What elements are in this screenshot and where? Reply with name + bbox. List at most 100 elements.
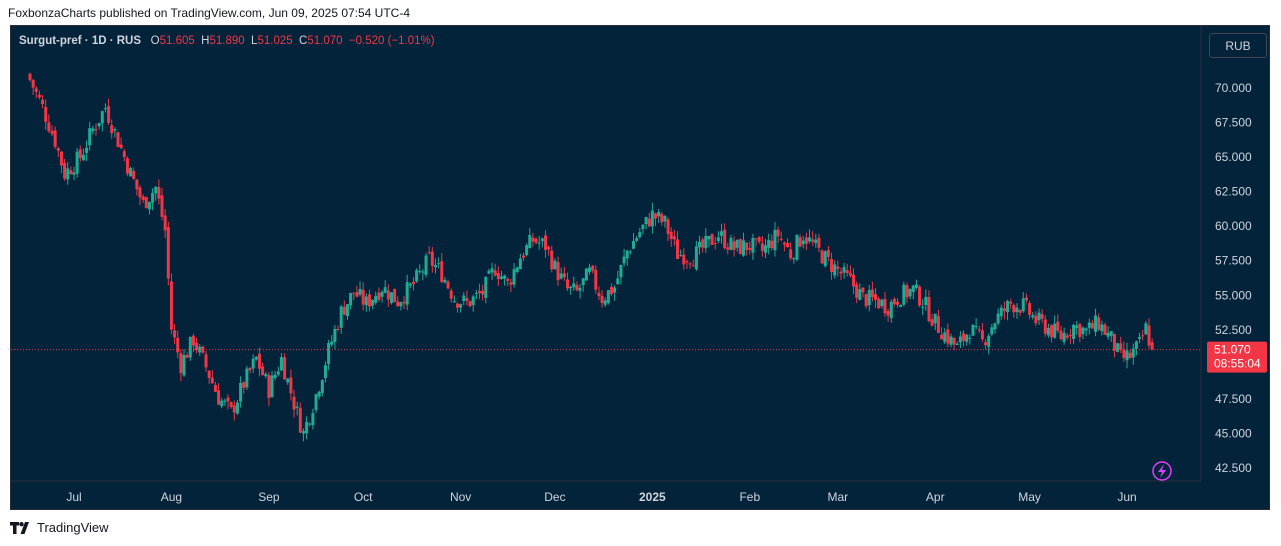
candle-body xyxy=(1012,304,1016,313)
candle-body xyxy=(710,234,714,245)
candle-body xyxy=(317,391,321,397)
candle-body xyxy=(955,343,959,345)
candle-body xyxy=(1141,335,1145,337)
candle-body xyxy=(641,224,645,230)
candle-body xyxy=(1131,348,1135,358)
price-chart[interactable]: 70.000 67.500 65.000 62.500 60.000 57.500 55.0… xyxy=(11,26,1270,510)
candle-body xyxy=(682,254,686,265)
candle-body xyxy=(1087,322,1091,328)
y-tick-label: 45.000 xyxy=(1215,426,1252,440)
candle-body xyxy=(339,306,343,328)
candle-body xyxy=(1037,312,1041,321)
candle-body xyxy=(808,237,812,242)
candle-body xyxy=(330,341,334,345)
candle-body xyxy=(654,213,658,219)
candle-body xyxy=(110,125,114,134)
candle-body xyxy=(748,247,752,250)
high-label: H xyxy=(201,35,210,47)
candle-body xyxy=(606,290,610,303)
candle-body xyxy=(1065,335,1069,338)
candle-body xyxy=(679,255,683,257)
candle-body xyxy=(1128,352,1132,359)
candle-body xyxy=(100,111,104,124)
candle-body xyxy=(764,245,768,253)
candle-body xyxy=(251,358,255,369)
candle-body xyxy=(355,292,359,297)
candle-body xyxy=(452,301,456,303)
candle-body xyxy=(1147,325,1151,346)
candle-body xyxy=(883,298,887,314)
candle-body xyxy=(496,273,500,280)
candle-body xyxy=(349,292,353,306)
candle-body xyxy=(754,238,758,240)
candle-body xyxy=(1112,334,1116,351)
candle-body xyxy=(195,342,199,351)
candle-body xyxy=(286,378,290,383)
candle-body xyxy=(760,243,764,251)
candle-body xyxy=(694,246,698,270)
candle-body xyxy=(600,295,604,304)
candle-body xyxy=(559,273,563,279)
candle-body xyxy=(779,238,783,240)
close-label: C xyxy=(299,35,308,47)
candle-body xyxy=(229,402,233,407)
x-tick-label: Apr xyxy=(926,490,945,504)
candle-body xyxy=(603,300,607,305)
candle-body xyxy=(999,307,1003,317)
currency-button[interactable]: RUB xyxy=(1209,33,1267,58)
candle-body xyxy=(66,168,70,180)
y-tick-label: 62.500 xyxy=(1215,185,1252,199)
candle-body xyxy=(886,311,890,316)
x-tick-label: Sep xyxy=(258,490,280,504)
candle-body xyxy=(408,283,412,286)
candle-body xyxy=(462,295,466,301)
footer-brand[interactable]: TradingView xyxy=(10,520,109,535)
x-tick-label: Nov xyxy=(450,490,471,504)
candle-body xyxy=(267,375,271,398)
candle-body xyxy=(742,240,746,256)
candle-body xyxy=(889,301,893,319)
candle-body xyxy=(842,266,846,273)
candle-body xyxy=(958,336,962,343)
candle-body xyxy=(53,130,57,147)
candle-body xyxy=(283,357,287,380)
open-label: O xyxy=(150,35,160,47)
candle-body xyxy=(59,151,63,166)
candle-body xyxy=(1081,327,1085,335)
candle-body xyxy=(446,281,450,289)
candle-body xyxy=(707,235,711,240)
candle-body xyxy=(936,316,940,333)
candle-body xyxy=(556,262,560,281)
candle-body xyxy=(298,407,302,433)
candle-body xyxy=(660,213,664,223)
candle-body xyxy=(1125,350,1129,361)
candle-body xyxy=(789,249,793,259)
lightning-icon[interactable] xyxy=(1152,461,1172,481)
candle-body xyxy=(399,302,403,307)
candle-body xyxy=(757,237,761,242)
chart-panel[interactable]: 70.000 67.500 65.000 62.500 60.000 57.500 55.0… xyxy=(10,25,1270,510)
candle-body xyxy=(591,265,595,271)
candle-body xyxy=(786,243,790,248)
candle-body xyxy=(264,374,268,377)
candle-body xyxy=(732,241,736,250)
candle-body xyxy=(440,261,444,283)
countdown-value: 08:55:04 xyxy=(1214,357,1261,371)
candle-body xyxy=(72,172,76,175)
candle-body xyxy=(820,250,824,264)
candle-body xyxy=(204,354,208,368)
candle-body xyxy=(430,251,434,266)
candle-body xyxy=(179,353,183,374)
candle-body xyxy=(157,186,161,199)
candle-body xyxy=(911,285,915,292)
candle-body xyxy=(698,241,702,248)
candle-body xyxy=(396,301,400,307)
candle-body xyxy=(745,242,749,251)
x-tick-label: Mar xyxy=(827,490,848,504)
candle-body xyxy=(1100,324,1104,332)
candle-body xyxy=(839,271,843,274)
candle-body xyxy=(782,242,786,245)
candle-body xyxy=(1059,330,1063,340)
candle-body xyxy=(185,354,189,358)
candle-body xyxy=(553,260,557,269)
